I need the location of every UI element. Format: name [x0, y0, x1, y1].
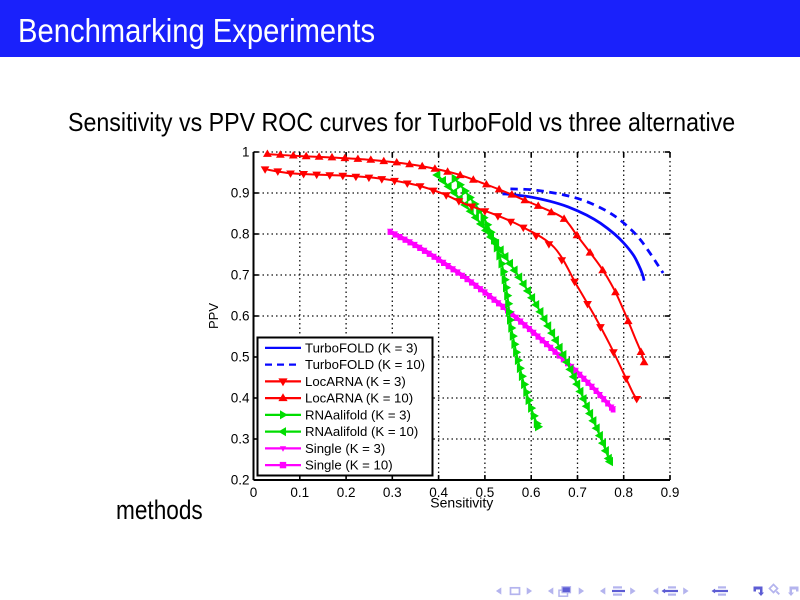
- svg-text:0.1: 0.1: [290, 485, 309, 500]
- svg-text:0: 0: [250, 485, 258, 500]
- svg-text:0.7: 0.7: [568, 485, 587, 500]
- svg-text:0.8: 0.8: [231, 227, 250, 242]
- svg-text:0.7: 0.7: [231, 268, 250, 283]
- svg-text:0.2: 0.2: [231, 473, 250, 488]
- svg-text:0.9: 0.9: [231, 186, 250, 201]
- svg-text:TurboFOLD (K = 10): TurboFOLD (K = 10): [305, 357, 425, 372]
- svg-text:Sensitivity: Sensitivity: [430, 495, 493, 511]
- svg-text:0.5: 0.5: [231, 350, 250, 365]
- svg-text:0.8: 0.8: [614, 485, 633, 500]
- svg-text:0.4: 0.4: [231, 391, 250, 406]
- svg-text:TurboFOLD (K = 3): TurboFOLD (K = 3): [305, 341, 418, 356]
- svg-text:Single (K = 3): Single (K = 3): [305, 441, 385, 456]
- svg-text:PPV: PPV: [206, 303, 221, 329]
- svg-text:0.3: 0.3: [383, 485, 402, 500]
- svg-text:RNAalifold (K = 3): RNAalifold (K = 3): [305, 408, 411, 423]
- svg-text:LocARNA (K = 3): LocARNA (K = 3): [305, 374, 406, 389]
- svg-text:0.9: 0.9: [661, 485, 680, 500]
- svg-text:Single (K = 10): Single (K = 10): [305, 458, 393, 473]
- svg-text:LocARNA (K = 10): LocARNA (K = 10): [305, 391, 413, 406]
- svg-text:1: 1: [242, 145, 250, 160]
- svg-text:0.4: 0.4: [429, 485, 448, 500]
- svg-text:0.6: 0.6: [231, 309, 250, 324]
- svg-text:RNAalifold (K = 10): RNAalifold (K = 10): [305, 424, 418, 439]
- svg-text:0.5: 0.5: [476, 485, 495, 500]
- svg-text:0.3: 0.3: [231, 432, 250, 447]
- svg-text:0.6: 0.6: [522, 485, 541, 500]
- svg-text:0.2: 0.2: [337, 485, 356, 500]
